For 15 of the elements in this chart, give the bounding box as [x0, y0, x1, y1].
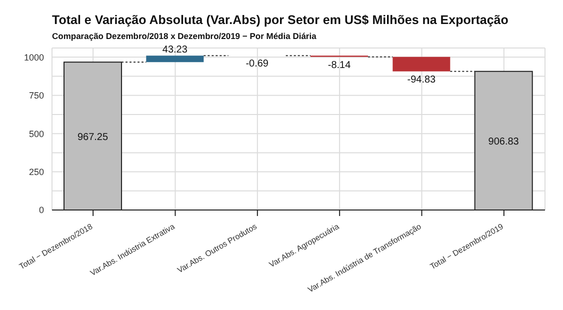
data-label: 906.83 — [488, 136, 520, 148]
chart-subtitle: Comparação Dezembro/2018 x Dezembro/2019 − Por Média Diária — [52, 31, 316, 41]
bar — [146, 56, 204, 62]
data-label: -8.14 — [328, 60, 352, 71]
y-tick-label: 250 — [28, 166, 44, 177]
chart-title: Total e Variação Absoluta (Var.Abs) por Setor em US$ Milhões na Exportação — [52, 13, 508, 27]
data-label: 967.25 — [77, 132, 108, 144]
bar — [392, 56, 450, 72]
data-label: -0.69 — [246, 58, 269, 70]
data-label: -94.83 — [407, 74, 436, 86]
data-label: 43.23 — [162, 44, 188, 56]
y-tick-label: 500 — [28, 128, 44, 139]
y-tick-label: 750 — [28, 90, 44, 101]
y-tick-label: 0 — [38, 205, 44, 216]
y-tick-label: 1000 — [24, 52, 44, 62]
